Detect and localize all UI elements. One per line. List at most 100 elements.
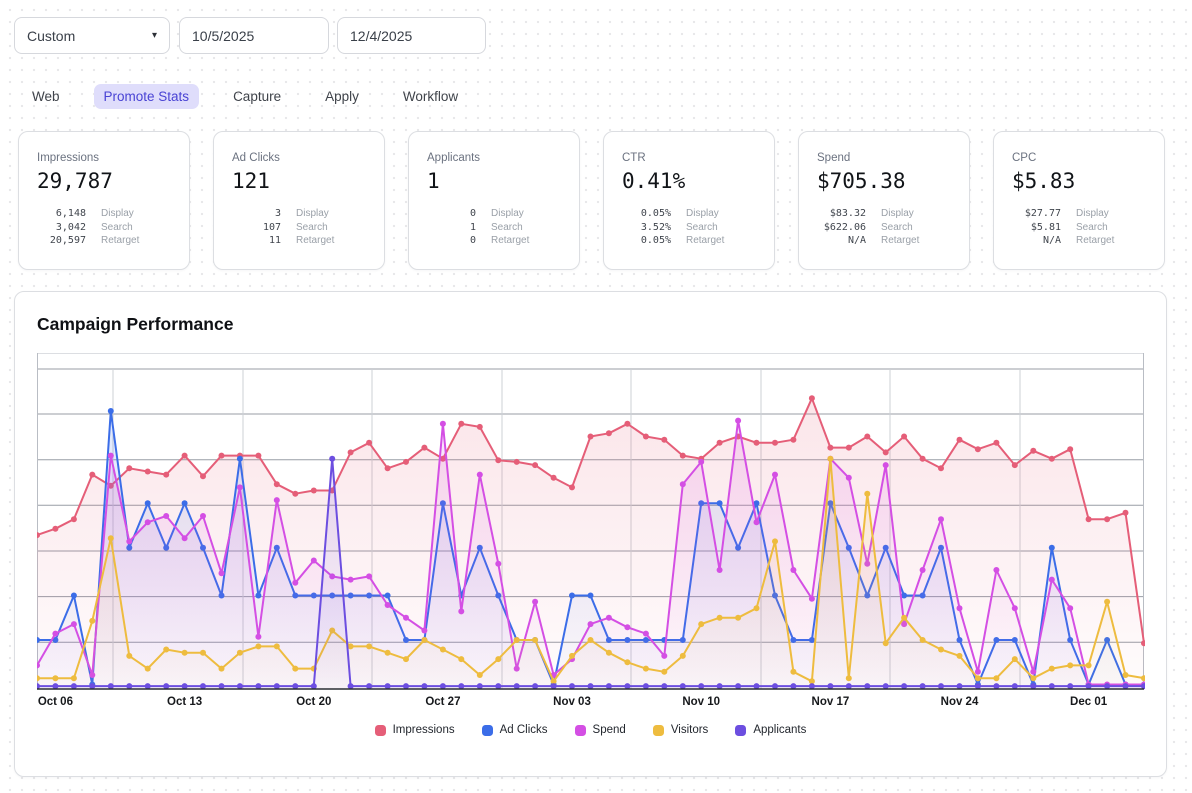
data-point	[1141, 675, 1145, 682]
data-point	[882, 462, 889, 469]
stat-card-value: 1	[427, 169, 440, 193]
stat-card-breakdown-row: N/A Retarget	[817, 234, 951, 248]
data-point	[808, 678, 815, 685]
legend-item-visitors[interactable]: Visitors	[652, 724, 709, 736]
data-point	[163, 513, 170, 519]
data-point	[1048, 683, 1055, 690]
data-point	[52, 630, 59, 637]
tab-capture[interactable]: Capture	[233, 89, 282, 104]
legend-label: Visitors	[670, 724, 709, 736]
data-point	[605, 430, 612, 437]
x-axis-tick-label: Dec 01	[1070, 696, 1108, 708]
breakdown-value: 3	[274, 208, 281, 219]
data-point	[679, 683, 686, 690]
data-point	[236, 683, 243, 690]
data-point	[421, 444, 428, 451]
data-point	[384, 683, 391, 690]
stat-card-value: $5.83	[1012, 169, 1076, 193]
breakdown-value: 20,597	[49, 235, 86, 246]
stat-card-value: 29,787	[37, 169, 113, 193]
breakdown-label: Retarget	[881, 235, 920, 246]
data-point	[679, 452, 686, 459]
data-point	[107, 683, 114, 690]
data-point	[938, 465, 944, 472]
tab-web[interactable]: Web	[32, 89, 60, 104]
legend-item-spend[interactable]: Spend	[574, 724, 626, 736]
data-point	[329, 455, 336, 462]
data-point	[1067, 683, 1074, 690]
legend-swatch-icon	[574, 724, 586, 736]
breakdown-value: 0	[469, 235, 476, 246]
breakdown-value: 3,042	[55, 221, 86, 233]
stat-card-breakdown-row: 0 Display	[427, 207, 561, 221]
data-point	[587, 683, 594, 690]
data-point	[495, 656, 502, 663]
data-point	[403, 656, 409, 663]
breakdown-value: N/A	[847, 235, 866, 246]
data-point	[587, 637, 594, 643]
tab-workflow[interactable]: Workflow	[402, 89, 459, 104]
stat-card-label: Applicants	[427, 152, 481, 164]
breakdown-label: Retarget	[1076, 235, 1115, 246]
data-point	[292, 490, 299, 497]
legend-item-ad-clicks[interactable]: Ad Clicks	[481, 724, 548, 736]
tab-promote-stats[interactable]: Promote Stats	[93, 84, 200, 109]
tab-apply[interactable]: Apply	[325, 89, 359, 104]
legend-label: Applicants	[753, 724, 807, 736]
campaign-performance-card: Campaign Performance Oct 06 Oct 13 Oct 20 O…	[14, 291, 1167, 777]
data-point	[605, 683, 612, 690]
data-point	[790, 436, 797, 443]
stat-card-breakdown-row: 11 Retarget	[232, 234, 366, 248]
data-point	[292, 579, 299, 586]
data-point	[476, 471, 483, 478]
data-point	[107, 408, 114, 414]
stat-card-breakdown-row: $5.81 Search	[1012, 221, 1146, 235]
data-point	[882, 640, 889, 647]
data-point	[1067, 446, 1074, 453]
data-point	[772, 683, 778, 690]
breakdown-label: Display	[491, 208, 524, 219]
data-point	[200, 513, 206, 519]
data-point	[716, 500, 723, 507]
data-point	[255, 643, 262, 650]
data-point	[144, 683, 151, 690]
date-range-select[interactable]: Custom ▾	[14, 17, 170, 54]
breakdown-value: $622.06	[823, 221, 866, 233]
data-point	[956, 683, 963, 690]
legend-swatch-icon	[735, 724, 747, 736]
data-point	[181, 452, 188, 459]
data-point	[70, 675, 77, 682]
legend-item-impressions[interactable]: Impressions	[374, 724, 455, 736]
data-point	[126, 465, 133, 472]
data-point	[495, 457, 502, 464]
stat-card-impressions: Impressions 29,787 6,148 Display 3,042 Search…	[18, 131, 190, 270]
start-date-value: 10/5/2025	[192, 27, 255, 44]
data-point	[624, 420, 631, 427]
data-point	[366, 643, 373, 650]
x-axis-tick-label: Nov 10	[682, 696, 720, 708]
legend-swatch-icon	[652, 724, 664, 736]
chevron-down-icon: ▾	[151, 30, 157, 41]
breakdown-label: Retarget	[296, 235, 335, 246]
data-point	[181, 649, 188, 656]
data-point	[476, 423, 483, 430]
data-point	[37, 683, 40, 690]
data-point	[679, 481, 686, 488]
data-point	[974, 683, 981, 690]
data-point	[1122, 672, 1129, 678]
stat-card-label: Ad Clicks	[232, 152, 280, 164]
campaign-performance-chart: Oct 06 Oct 13 Oct 20 Oct 27 Nov 03 Nov 10 Nov …	[37, 353, 1145, 708]
breakdown-value: 3.52%	[640, 221, 671, 233]
legend-swatch-icon	[374, 724, 386, 736]
data-point	[698, 621, 705, 628]
data-point	[255, 592, 262, 599]
data-point	[310, 557, 317, 564]
data-point	[919, 567, 926, 573]
legend-item-applicants[interactable]: Applicants	[735, 724, 806, 736]
data-point	[218, 683, 225, 690]
data-point	[384, 465, 391, 472]
end-date-input[interactable]: 12/4/2025	[337, 17, 486, 54]
data-point	[735, 614, 742, 621]
start-date-input[interactable]: 10/5/2025	[179, 17, 329, 54]
data-point	[89, 471, 96, 478]
